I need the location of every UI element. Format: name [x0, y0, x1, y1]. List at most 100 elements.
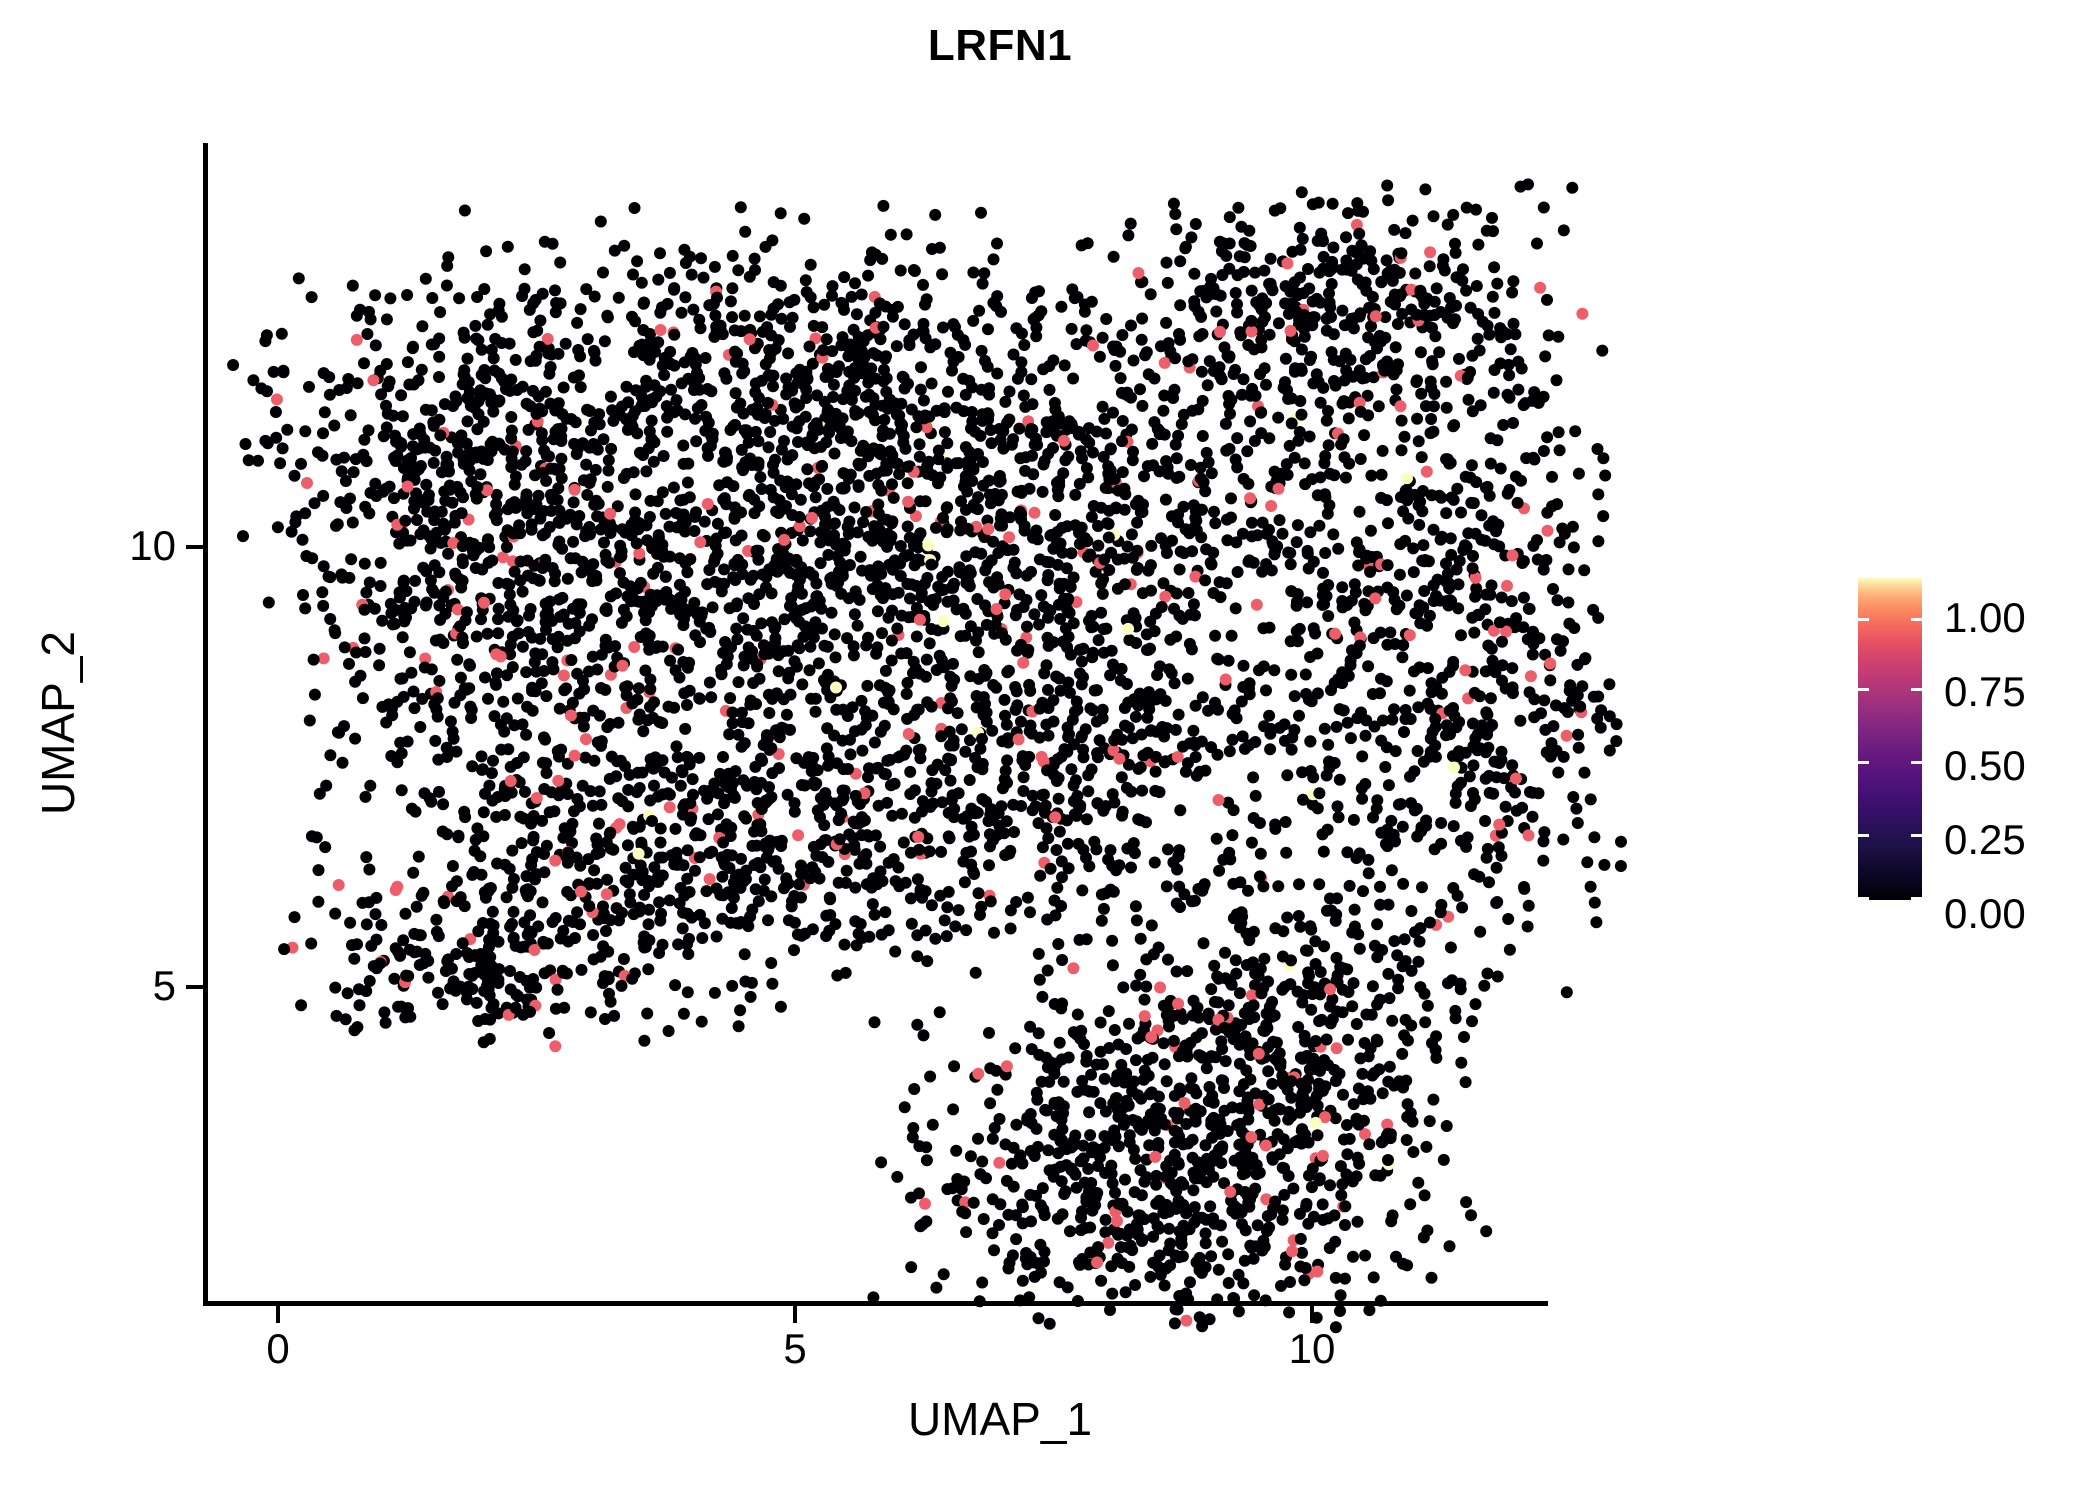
scatter-point [1097, 902, 1110, 915]
scatter-point [471, 822, 484, 835]
scatter-point [1376, 714, 1389, 727]
scatter-point [1420, 465, 1433, 478]
scatter-point [1146, 437, 1159, 450]
scatter-point [762, 914, 774, 927]
scatter-point [1428, 843, 1441, 856]
scatter-point [845, 290, 858, 303]
scatter-point [693, 692, 706, 705]
scatter-point [770, 553, 783, 565]
scatter-point [620, 380, 633, 393]
scatter-point [1125, 528, 1138, 541]
scatter-point [1441, 311, 1454, 324]
scatter-point [1131, 544, 1144, 557]
scatter-point [1442, 577, 1455, 590]
scatter-point [1196, 503, 1208, 516]
scatter-point [886, 478, 898, 491]
scatter-point [1109, 359, 1122, 372]
scatter-point [507, 905, 520, 918]
scatter-point [1176, 740, 1189, 753]
scatter-point [619, 861, 632, 874]
scatter-point [806, 357, 819, 370]
scatter-point [478, 596, 490, 609]
scatter-point [632, 682, 645, 695]
scatter-point [565, 654, 578, 666]
scatter-point [910, 421, 923, 434]
scatter-point [227, 359, 240, 371]
scatter-point [1550, 699, 1562, 712]
scatter-point [1173, 328, 1185, 340]
scatter-point [1396, 820, 1409, 833]
scatter-point [604, 590, 617, 603]
scatter-point [1316, 828, 1329, 841]
scatter-point [514, 941, 527, 954]
scatter-point [642, 442, 655, 455]
scatter-point [636, 865, 649, 878]
scatter-point [299, 425, 312, 438]
scatter-point [312, 864, 325, 877]
scatter-point [475, 750, 488, 763]
scatter-point [981, 360, 994, 373]
scatter-point [1484, 432, 1497, 445]
scatter-point [583, 900, 596, 913]
scatter-point [775, 312, 788, 325]
scatter-point [360, 586, 373, 599]
scatter-point [470, 630, 483, 643]
scatter-point [350, 646, 363, 659]
scatter-point [1541, 293, 1553, 306]
scatter-point [866, 408, 879, 421]
scatter-point [1313, 787, 1326, 800]
scatter-point [992, 547, 1005, 559]
scatter-point [1231, 432, 1244, 445]
scatter-point [524, 603, 537, 615]
scatter-point [1299, 478, 1312, 491]
scatter-point [1304, 651, 1317, 663]
scatter-point [540, 690, 553, 703]
scatter-point [941, 523, 954, 536]
scatter-point [670, 740, 683, 753]
scatter-point [720, 658, 733, 671]
scatter-point [1259, 311, 1271, 324]
scatter-point [1331, 800, 1344, 813]
scatter-point [962, 576, 975, 589]
scatter-point [848, 501, 861, 514]
scatter-point [1054, 612, 1067, 625]
scatter-point [734, 397, 747, 410]
scatter-point [766, 234, 779, 247]
scatter-point [1293, 221, 1306, 234]
scatter-point [351, 938, 363, 951]
scatter-point [1428, 295, 1441, 308]
scatter-point [1291, 287, 1303, 300]
scatter-point [242, 454, 255, 467]
scatter-point [536, 814, 549, 827]
scatter-point [1398, 430, 1411, 443]
scatter-point [1189, 511, 1202, 524]
scatter-point [1317, 566, 1329, 579]
scatter-point [346, 516, 359, 529]
scatter-point [1168, 602, 1180, 615]
scatter-point [1296, 766, 1309, 779]
scatter-point [1400, 589, 1413, 602]
scatter-point [593, 418, 606, 431]
scatter-point [553, 515, 566, 528]
scatter-point [1447, 820, 1460, 833]
scatter-point [1120, 678, 1133, 690]
scatter-point [1041, 764, 1054, 777]
scatter-point [1013, 422, 1026, 435]
scatter-point [1199, 574, 1212, 587]
scatter-point [1272, 317, 1285, 330]
scatter-point [941, 901, 954, 914]
scatter-point [904, 846, 917, 859]
scatter-point [521, 507, 534, 520]
scatter-point [604, 507, 617, 520]
scatter-point [983, 859, 995, 872]
scatter-point [1295, 186, 1308, 199]
scatter-point [1569, 425, 1582, 438]
scatter-point [1179, 240, 1192, 253]
scatter-point [434, 633, 447, 646]
scatter-point [778, 613, 791, 626]
scatter-point [1145, 539, 1158, 552]
scatter-point [1403, 684, 1416, 697]
scatter-point [804, 258, 817, 271]
scatter-point [628, 202, 641, 214]
scatter-point [260, 329, 273, 342]
